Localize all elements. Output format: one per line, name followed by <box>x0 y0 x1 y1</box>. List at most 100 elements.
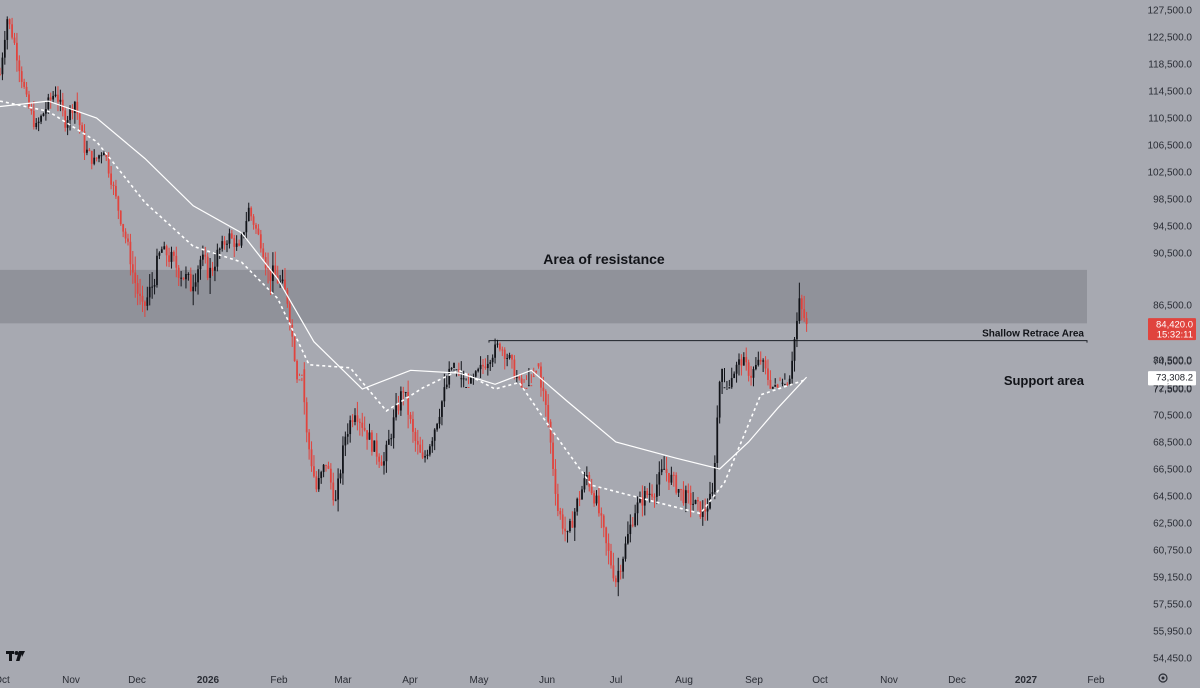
resistance-zone <box>0 269 1087 324</box>
candle-body <box>544 391 547 405</box>
candle-body <box>305 402 308 433</box>
candle-body <box>354 415 356 422</box>
candle-body <box>387 439 390 445</box>
candle-body <box>489 362 492 364</box>
candle-body <box>718 381 721 418</box>
candle-body <box>520 378 523 388</box>
candle-body <box>392 417 395 439</box>
x-tick-label: Mar <box>334 675 352 686</box>
x-tick-label: 2026 <box>197 675 220 686</box>
y-tick-label: 80,500.0 <box>1153 356 1192 367</box>
x-tick-label: Feb <box>270 675 288 686</box>
settings-gear-icon[interactable] <box>1158 673 1168 683</box>
tradingview-logo-icon[interactable] <box>6 651 25 661</box>
candle-body <box>511 355 513 360</box>
candle-body <box>470 377 472 384</box>
candle-body <box>127 238 129 242</box>
candle-body <box>144 301 146 306</box>
candle-body <box>527 385 530 387</box>
candle-body <box>117 196 120 211</box>
candle-body <box>385 444 388 462</box>
candle-body <box>455 369 458 371</box>
candle-body <box>788 378 791 385</box>
candle-body <box>564 528 567 532</box>
candle-body <box>100 155 103 157</box>
candle-body <box>607 543 610 551</box>
candle-body <box>443 387 446 402</box>
candle-body <box>93 157 96 164</box>
candle-body <box>752 369 755 378</box>
y-tick-label: 90,500.0 <box>1153 249 1192 260</box>
candle-body <box>742 357 745 366</box>
candle-body <box>460 378 463 380</box>
zone-labels: Area of resistance Shallow Retrace Area … <box>543 251 1084 388</box>
candle-body <box>622 558 624 572</box>
candle-body <box>672 474 675 476</box>
plot-background <box>0 0 1145 688</box>
price-badge <box>1148 371 1196 384</box>
candle-body <box>668 473 670 483</box>
candle-body <box>61 99 64 111</box>
candle-body <box>325 464 327 466</box>
candle-body <box>503 349 506 359</box>
candle-body <box>499 343 501 350</box>
candle-body <box>57 94 59 102</box>
x-tick-label: Nov <box>880 675 898 686</box>
y-tick-label: 106,500.0 <box>1148 141 1193 152</box>
candle-body <box>771 386 774 389</box>
candle-body <box>704 509 707 512</box>
candle-body <box>651 493 653 497</box>
price-axis[interactable]: 127,500.0 122,500.0 118,500.0 114,500.0 110,… <box>1148 6 1193 665</box>
candle-body <box>216 249 219 267</box>
y-tick-label: 57,550.0 <box>1153 600 1192 611</box>
candle-body <box>247 207 250 222</box>
candle-body <box>486 363 489 369</box>
candle-body <box>699 501 702 517</box>
x-tick-label: Dec <box>948 675 966 686</box>
candle-body <box>81 125 84 132</box>
candle-body <box>52 95 55 100</box>
candle-body <box>634 513 637 526</box>
candle-body <box>769 379 772 389</box>
candle-body <box>578 498 581 500</box>
candle-body <box>494 344 496 358</box>
candle-body <box>177 267 180 278</box>
candle-body <box>612 565 615 579</box>
price-badge <box>1148 318 1196 341</box>
candle-body <box>583 478 586 490</box>
time-axis[interactable]: Oct Nov Dec 2026 Feb Mar Apr May Jun Jul Aug Sep Oct… <box>0 675 1105 686</box>
candle-body <box>168 255 170 262</box>
y-tick-label: 102,500.0 <box>1148 168 1193 179</box>
candle-body <box>767 368 769 380</box>
candle-body <box>20 71 23 82</box>
candle-body <box>233 238 236 247</box>
candle-body <box>185 273 187 280</box>
candle-body <box>344 436 347 446</box>
candle-body <box>750 375 752 378</box>
candle-body <box>284 279 286 290</box>
candle-body <box>170 251 173 262</box>
shallow-retrace-line <box>488 340 1088 343</box>
candle-body <box>585 475 588 479</box>
candle-body <box>631 524 634 526</box>
candle-body <box>342 445 344 474</box>
candle-body <box>776 384 779 388</box>
candle-body <box>69 108 71 121</box>
candle-body <box>230 233 233 239</box>
candle-body <box>375 440 378 457</box>
candle-body <box>648 493 651 495</box>
candle-body <box>537 363 540 367</box>
candle-body <box>131 264 134 273</box>
candle-body <box>477 369 480 372</box>
candle-body <box>757 359 760 366</box>
candle-body <box>199 259 202 270</box>
candle-body <box>754 365 757 370</box>
candle-body <box>687 490 690 493</box>
price-badge-value: 73,308.2 <box>1156 373 1193 384</box>
candle-body <box>315 476 318 490</box>
candle-body <box>479 364 482 370</box>
candle-body <box>3 39 6 58</box>
candle-body <box>721 368 723 382</box>
y-tick-label: 72,500.0 <box>1153 384 1192 395</box>
